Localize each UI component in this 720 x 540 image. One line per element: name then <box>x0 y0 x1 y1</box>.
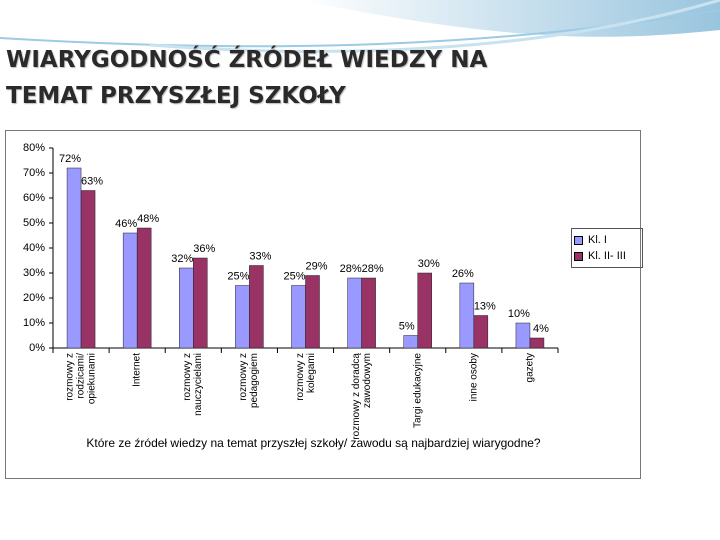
bar <box>291 285 306 349</box>
bar <box>473 315 489 349</box>
x-tick-label: rozmowy z nauczycielami <box>182 353 205 416</box>
bar <box>249 265 264 349</box>
value-label: 29% <box>305 260 327 272</box>
y-tick-label: 50% <box>23 217 45 229</box>
x-tick-label: rozmowy z pedagogiem <box>238 353 261 409</box>
legend-label: Kl. I <box>588 234 607 246</box>
legend-item: Kl. I <box>574 232 640 248</box>
legend-swatch <box>574 235 583 245</box>
x-tick-label: rozmowy z doradcą zawodowym <box>350 353 373 440</box>
y-tick-label: 60% <box>23 192 45 204</box>
y-tick-label: 80% <box>23 142 45 154</box>
y-tick-label: 30% <box>23 267 45 279</box>
chart-frame: 0% 10% 20% 30% 40% 50% 60% 70% 80% 72% 63% 46% 48% 32… <box>5 130 643 479</box>
bar <box>305 275 320 349</box>
value-label: 72% <box>59 153 81 165</box>
legend-item: Kl. II- III <box>574 248 640 264</box>
bar <box>179 267 194 349</box>
bar <box>193 257 208 349</box>
bar <box>417 272 432 349</box>
x-tick-label: Targi edukacyjne <box>412 353 424 429</box>
chart: 0% 10% 20% 30% 40% 50% 60% 70% 80% 72%63% 46% 48% 32… <box>23 142 559 354</box>
bar <box>136 227 152 349</box>
bar <box>80 190 96 349</box>
bar <box>347 277 362 349</box>
x-tick-label: inne osoby <box>468 353 480 402</box>
value-label: 25% <box>283 270 305 282</box>
x-tick-label: rozmowy z kolegami <box>294 353 317 401</box>
x-tick-label: Internet <box>131 353 143 387</box>
value-label: 13% <box>474 300 496 312</box>
y-tick-label: 20% <box>23 292 45 304</box>
value-label: 36% <box>193 243 215 255</box>
bar <box>361 277 376 349</box>
legend: Kl. I Kl. II- III <box>571 228 643 268</box>
value-label: 28% <box>362 263 384 275</box>
value-label: 5% <box>399 320 415 332</box>
value-label: 63% <box>81 175 103 187</box>
value-label: 10% <box>508 308 530 320</box>
y-tick-label: 40% <box>23 242 45 254</box>
bar <box>515 322 531 349</box>
value-label: 26% <box>452 268 474 280</box>
legend-swatch <box>574 251 583 261</box>
bar <box>66 167 82 349</box>
x-axis-title: Które ze źródeł wiedzy na temat przyszłe… <box>86 436 541 450</box>
legend-label: Kl. II- III <box>588 250 626 262</box>
value-label: 48% <box>137 213 159 225</box>
bar <box>122 232 138 349</box>
bar <box>403 335 418 349</box>
bar <box>235 285 250 349</box>
value-label: 28% <box>340 263 362 275</box>
y-tick-label: 70% <box>23 167 45 179</box>
y-tick-label: 10% <box>23 317 45 329</box>
y-tick-label: 0% <box>29 342 45 354</box>
value-label: 25% <box>227 270 249 282</box>
x-tick-label: gazety <box>524 353 536 383</box>
value-label: 33% <box>249 250 271 262</box>
bar <box>529 337 545 349</box>
decoration <box>0 0 720 53</box>
value-label: 30% <box>418 258 440 270</box>
value-label: 46% <box>115 218 137 230</box>
value-label: 4% <box>533 323 549 335</box>
slide-title: WIARYGODNOŚĆ ŹRÓDEŁ WIEDZY NA TEMAT PRZY… <box>6 47 488 109</box>
bar <box>459 282 475 349</box>
x-tick-label: rozmowy z rodzicami/ opiekunami <box>64 353 98 405</box>
value-label: 32% <box>171 253 193 265</box>
